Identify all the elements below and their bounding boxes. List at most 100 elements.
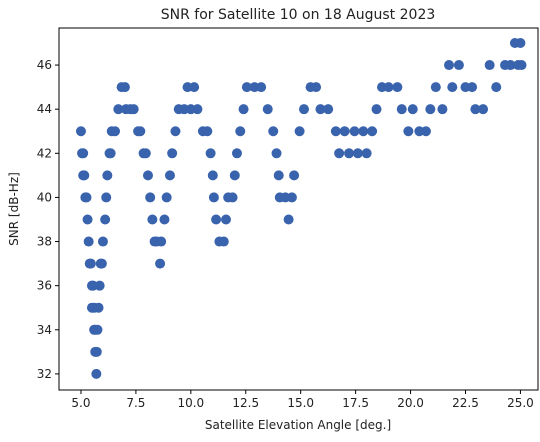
point xyxy=(135,126,146,137)
point xyxy=(358,126,369,137)
point xyxy=(102,170,113,181)
point xyxy=(145,192,156,203)
point xyxy=(227,192,238,203)
point xyxy=(231,148,242,159)
point xyxy=(286,192,297,203)
point xyxy=(392,82,403,93)
y-tick-label: 32 xyxy=(37,367,52,381)
point xyxy=(491,82,502,93)
point xyxy=(241,82,252,93)
point xyxy=(268,126,279,137)
x-tick-label: 15.0 xyxy=(287,396,314,410)
point xyxy=(147,214,158,225)
x-tick-label: 20.0 xyxy=(397,396,424,410)
point xyxy=(91,346,102,357)
point xyxy=(93,302,104,313)
point xyxy=(403,126,414,137)
point xyxy=(119,82,130,93)
plot-frame xyxy=(58,27,539,391)
point xyxy=(289,170,300,181)
point xyxy=(85,258,96,269)
point xyxy=(164,170,175,181)
point xyxy=(110,126,121,137)
point xyxy=(430,82,441,93)
point xyxy=(207,170,218,181)
y-tick-label: 36 xyxy=(37,279,52,293)
x-tick-label: 5.0 xyxy=(71,396,90,410)
point xyxy=(79,170,90,181)
x-tick-label: 17.5 xyxy=(342,396,369,410)
point xyxy=(361,148,372,159)
point xyxy=(78,148,89,159)
point xyxy=(262,104,273,115)
point xyxy=(505,60,516,71)
point xyxy=(515,38,526,49)
point xyxy=(142,170,153,181)
point xyxy=(170,126,181,137)
point xyxy=(113,104,124,115)
point xyxy=(294,126,305,137)
point xyxy=(298,104,309,115)
point xyxy=(189,82,200,93)
point xyxy=(140,148,151,159)
point xyxy=(205,148,216,159)
point xyxy=(478,104,489,115)
point xyxy=(92,324,103,335)
point xyxy=(323,104,334,115)
point xyxy=(229,170,240,181)
point xyxy=(444,60,455,71)
point xyxy=(238,104,249,115)
x-tick-label: 10.0 xyxy=(177,396,204,410)
point xyxy=(128,104,139,115)
point xyxy=(83,236,94,247)
point xyxy=(273,170,284,181)
point xyxy=(407,104,418,115)
y-axis-label: SNR [dB-Hz] xyxy=(7,172,21,246)
point xyxy=(159,214,170,225)
point xyxy=(94,280,105,291)
point xyxy=(339,126,350,137)
y-tick-label: 46 xyxy=(37,58,52,72)
y-tick-label: 40 xyxy=(37,190,52,204)
point xyxy=(218,236,229,247)
point xyxy=(192,104,203,115)
point xyxy=(484,60,495,71)
x-tick-label: 7.5 xyxy=(126,396,145,410)
y-tick-label: 38 xyxy=(37,235,52,249)
point xyxy=(167,148,178,159)
x-axis-label: Satellite Elevation Angle [deg.] xyxy=(205,418,391,432)
point xyxy=(101,192,112,203)
point xyxy=(352,148,363,159)
x-tick-label: 22.5 xyxy=(452,396,479,410)
point xyxy=(271,148,282,159)
point xyxy=(470,104,481,115)
point xyxy=(202,126,213,137)
point xyxy=(371,104,382,115)
point xyxy=(330,126,341,137)
point xyxy=(447,82,458,93)
point xyxy=(425,104,436,115)
point xyxy=(367,126,378,137)
point xyxy=(516,60,527,71)
point xyxy=(437,104,448,115)
point xyxy=(283,214,294,225)
point xyxy=(256,82,267,93)
point xyxy=(81,192,92,203)
point xyxy=(220,214,231,225)
point xyxy=(344,148,355,159)
point xyxy=(396,104,407,115)
point xyxy=(383,82,394,93)
point xyxy=(208,192,219,203)
point xyxy=(334,148,345,159)
point xyxy=(235,126,246,137)
point xyxy=(156,236,167,247)
point xyxy=(105,148,116,159)
point xyxy=(211,214,222,225)
point xyxy=(82,214,93,225)
y-tick-label: 44 xyxy=(37,102,52,116)
point xyxy=(420,126,431,137)
chart-title: SNR for Satellite 10 on 18 August 2023 xyxy=(161,7,436,23)
point xyxy=(467,82,478,93)
x-tick-label: 25.0 xyxy=(507,396,534,410)
